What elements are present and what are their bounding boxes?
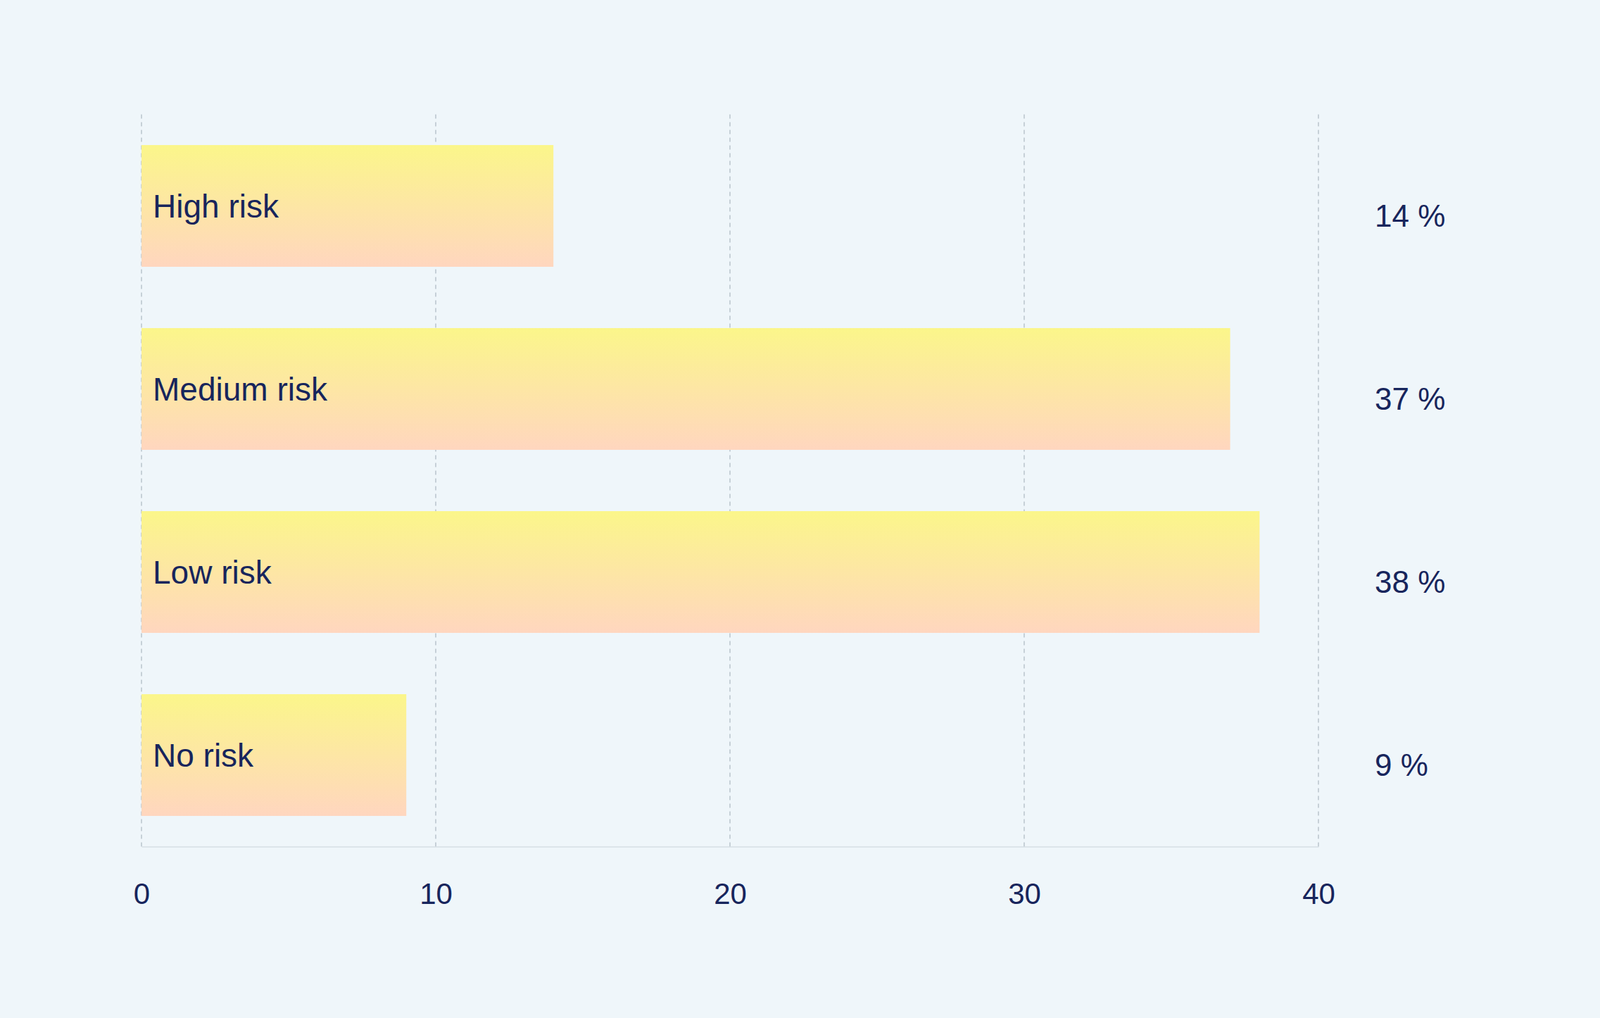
data-label: 14 % [1374,198,1446,233]
grid-line [729,114,731,847]
tick-label: 30 [1008,877,1042,911]
axis-line [142,846,1320,848]
category-labels: High risk Medium risk Low risk No risk [152,187,329,774]
grid-line [1023,114,1025,847]
category-label: Low risk [152,553,273,591]
tick: 10 [419,846,453,911]
tick: 0 [133,846,150,911]
grid-line [1317,114,1320,847]
tick-label: 0 [133,877,150,911]
background [0,0,1600,1018]
bar [141,145,554,267]
bar [141,694,407,816]
category-label: No risk [152,736,255,774]
bar [141,328,1231,450]
bars [141,145,1260,816]
data-labels: 14 % 37 % 38 % 9 % [1374,198,1446,783]
tick: 40 [1302,846,1336,911]
tick-label: 10 [419,877,453,911]
tick: 20 [713,846,747,911]
chart: High risk Medium risk Low risk No risk 14 % 3… [0,0,1600,1018]
x-axis: 0 10 20 30 40 [133,846,1336,911]
data-label: 9 % [1374,747,1429,783]
grid [141,114,1319,847]
category-label: High risk [152,187,280,225]
tick: 30 [1008,846,1042,911]
data-label: 38 % [1374,564,1446,600]
category-label: Medium risk [152,370,329,408]
data-label: 37 % [1374,381,1446,417]
bar [141,511,1260,633]
tick-label: 20 [713,877,747,911]
tick-label: 40 [1302,877,1336,911]
